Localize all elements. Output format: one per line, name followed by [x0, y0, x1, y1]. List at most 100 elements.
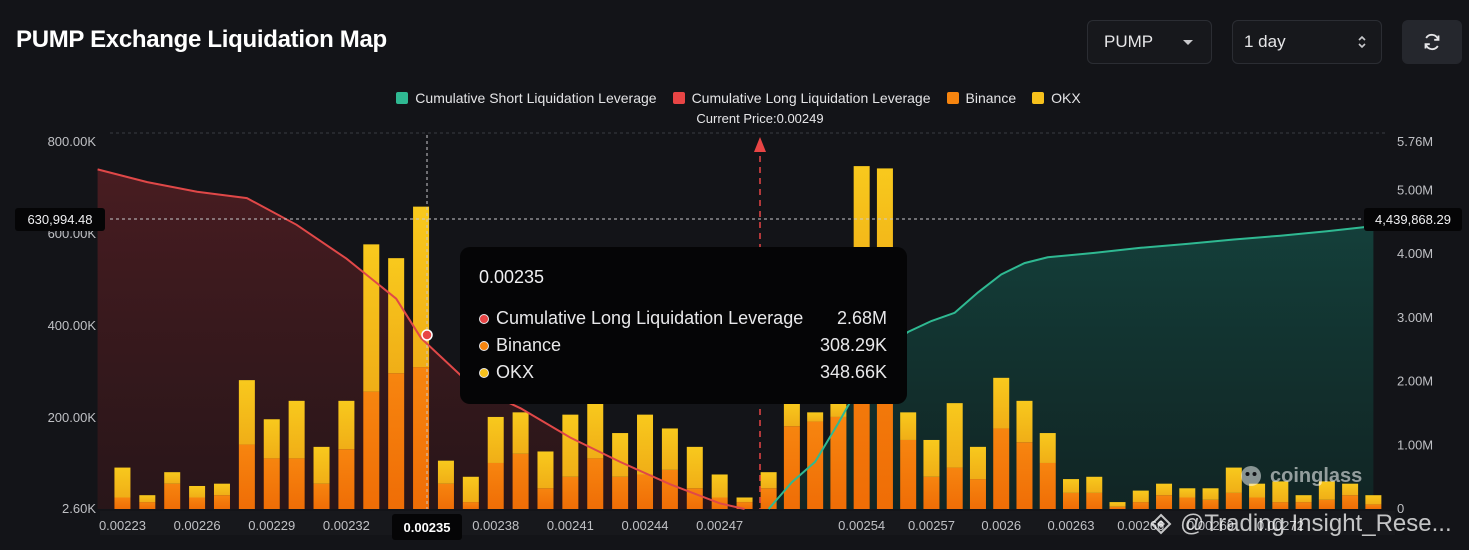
chart-tooltip: 0.00235 Cumulative Long Liquidation Leve… [460, 247, 907, 404]
legend-item-long[interactable]: Cumulative Long Liquidation Leverage [672, 90, 931, 106]
short-side-okx-bar [1086, 476, 1103, 493]
right-axis-tick: 3.00M [1397, 310, 1433, 325]
long-side-okx-bar [437, 460, 454, 484]
legend-label-binance: Binance [965, 90, 1017, 106]
short-side-okx-bar [993, 377, 1010, 429]
short-side-binance-bar [1132, 502, 1149, 509]
tooltip-row-value: 348.66K [819, 362, 887, 382]
short-side-okx-bar [900, 412, 917, 440]
short-side-okx-bar [1225, 467, 1242, 493]
long-side-binance-bar [288, 458, 305, 509]
short-side-binance-bar [993, 428, 1010, 509]
tooltip-row-value: 2.68M [836, 308, 887, 328]
x-axis-band [100, 511, 1395, 535]
short-side-okx-bar [1295, 495, 1312, 503]
refresh-button[interactable] [1402, 20, 1462, 64]
long-side-binance-bar [363, 391, 380, 509]
long-side-binance-bar [612, 476, 629, 509]
legend-swatch-short [396, 92, 409, 104]
left-axis-tick: 2.60K [62, 501, 96, 516]
short-side-binance-bar [1109, 506, 1126, 509]
long-side-okx-bar [587, 403, 604, 459]
x-axis-tick: 0.00257 [908, 518, 955, 533]
author-handle: @Trading Insight_Rese... [1180, 510, 1452, 537]
time-range-value: 1 day [1244, 32, 1286, 51]
long-side-binance-bar [313, 483, 330, 509]
short-side-binance-bar [1272, 502, 1289, 509]
long-side-binance-bar [164, 483, 181, 509]
long-side-okx-bar [288, 400, 305, 459]
x-axis-tick: 0.00229 [248, 518, 295, 533]
long-side-binance-bar [139, 502, 156, 509]
long-cumulative-line [97, 168, 745, 510]
short-side-okx-bar [1272, 481, 1289, 503]
crosshair-left-value: 630,994.48 [27, 212, 92, 227]
short-side-okx-bar [1202, 488, 1219, 500]
short-side-okx-bar [1109, 502, 1126, 507]
short-side-okx-bar [1365, 495, 1382, 505]
long-side-binance-bar [562, 476, 579, 509]
short-side-binance-bar [969, 479, 986, 509]
long-side-okx-bar [238, 380, 255, 445]
x-axis-tick: 0.00272 [1257, 518, 1304, 533]
short-side-binance-bar [923, 476, 940, 509]
long-side-binance-bar [512, 453, 529, 509]
long-side-binance-bar [263, 458, 280, 509]
x-axis-tick: 0.00266 [1117, 518, 1164, 533]
current-price-arrow-icon [754, 137, 766, 152]
tooltip-row-okx: OKX 348.66K [479, 359, 887, 386]
long-side-binance-bar [189, 497, 206, 509]
short-side-binance-bar [1249, 497, 1266, 509]
short-side-okx-bar [783, 403, 800, 427]
short-side-okx-bar [1249, 483, 1266, 498]
legend-item-short[interactable]: Cumulative Short Liquidation Leverage [396, 90, 657, 106]
x-axis-tick: 0.00244 [622, 518, 669, 533]
short-side-binance-bar [783, 426, 800, 509]
x-axis-tick: 0.00238 [472, 518, 519, 533]
short-side-okx-bar [830, 403, 847, 417]
right-axis-tick: 1.00M [1397, 437, 1433, 452]
short-side-binance-bar [1225, 492, 1242, 509]
short-side-okx-bar [1039, 433, 1056, 463]
right-axis-tick: 5.00M [1397, 182, 1433, 197]
short-side-okx-bar [760, 472, 777, 489]
x-axis-tick: 0.0026 [981, 518, 1021, 533]
coinglass-brand-text: coinglass [1270, 464, 1363, 487]
tooltip-row-label: Binance [496, 335, 562, 355]
long-side-okx-bar [263, 419, 280, 459]
short-side-binance-bar [1016, 442, 1033, 509]
coin-select[interactable]: PUMP [1087, 20, 1212, 64]
diamond-logo-icon [1150, 513, 1172, 535]
page-title: PUMP Exchange Liquidation Map [16, 26, 387, 53]
legend-item-okx[interactable]: OKX [1032, 90, 1081, 106]
long-side-binance-bar [388, 373, 405, 509]
short-side-okx-bar [1318, 481, 1335, 500]
long-side-okx-bar [139, 495, 156, 503]
legend-item-binance[interactable]: Binance [946, 90, 1017, 106]
long-side-okx-bar [114, 467, 131, 498]
x-axis-tick: 0.00247 [696, 518, 743, 533]
crosshair-right-value: 4,439,868.29 [1375, 212, 1451, 227]
time-range-select[interactable]: 1 day [1232, 20, 1382, 64]
tooltip-row-label: Cumulative Long Liquidation Leverage [496, 308, 804, 328]
short-side-okx-bar [1342, 483, 1359, 496]
long-side-binance-bar [637, 474, 654, 509]
long-side-okx-bar [462, 476, 479, 503]
dot-icon [479, 340, 489, 351]
short-side-binance-bar [946, 467, 963, 509]
tooltip-row-value: 308.29K [819, 335, 887, 355]
long-side-okx-bar [637, 414, 654, 475]
long-side-okx-bar [711, 474, 728, 498]
short-side-binance-bar [1318, 499, 1335, 509]
legend-label-long: Cumulative Long Liquidation Leverage [691, 90, 931, 106]
legend-label-short: Cumulative Short Liquidation Leverage [415, 90, 657, 106]
updown-chevron-icon [1358, 35, 1366, 49]
right-axis-tick: 4.00M [1397, 246, 1433, 261]
long-side-okx-bar [537, 451, 554, 489]
short-side-binance-bar [900, 439, 917, 509]
short-side-binance-bar [830, 416, 847, 509]
crosshair-point [421, 329, 433, 341]
crosshair-x-value: 0.00235 [404, 520, 451, 535]
left-axis-tick: 200.00K [48, 410, 97, 425]
